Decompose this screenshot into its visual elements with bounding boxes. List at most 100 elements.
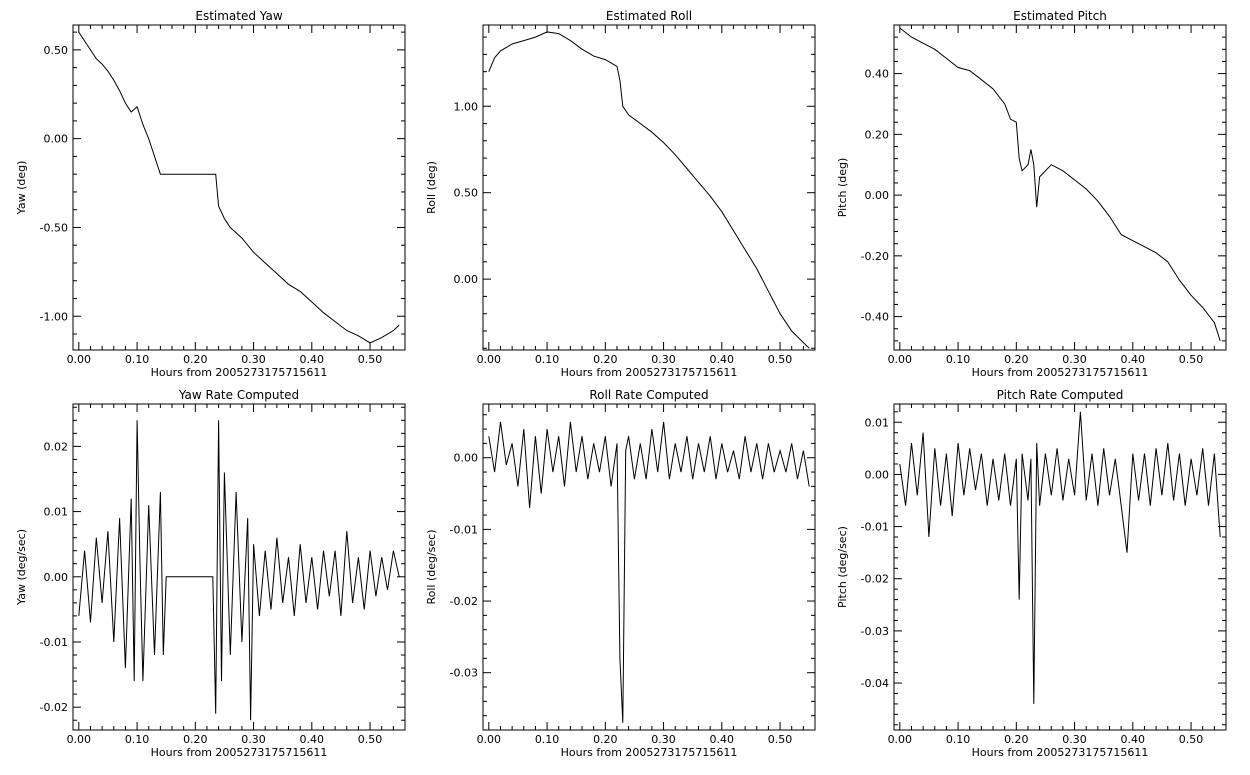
y-tick-label: 0.00	[44, 571, 69, 584]
x-tick-label: 0.30	[1062, 733, 1087, 746]
y-tick-label: 0.00	[454, 273, 479, 286]
x-tick-label: 0.10	[535, 353, 560, 366]
y-tick-label: 0.01	[44, 506, 69, 519]
series-line-3-1	[899, 27, 1221, 342]
x-tick-label: 0.10	[125, 353, 150, 366]
x-tick-label: 0.20	[183, 733, 208, 746]
x-tick-label: 0.50	[1179, 353, 1204, 366]
plot-frame	[893, 24, 1227, 351]
series-line-6-1	[899, 411, 1221, 704]
x-tick-label: 0.40	[710, 733, 735, 746]
chart-panel-1: 0.00 0.10 0.20 0.30 0.40 0.50 -1.00 -0.50 0.00 0.…	[15, 9, 406, 379]
x-tick-label: 0.20	[1004, 353, 1029, 366]
y-tick-label: -0.50	[40, 221, 68, 234]
chart-panel-5: 0.00 0.10 0.20 0.30 0.40 0.50 -0.03 -0.02 -0.01 0…	[425, 388, 816, 759]
x-tick-label: 0.40	[1121, 733, 1146, 746]
x-axis-label: Hours from 2005273175715611	[972, 366, 1149, 379]
x-tick-label: 0.30	[651, 733, 676, 746]
x-axis-label: Hours from 2005273175715611	[561, 366, 738, 379]
x-tick-label: 0.00	[477, 353, 502, 366]
y-tick-label: 0.00	[454, 452, 479, 465]
y-tick-label: 0.00	[865, 468, 890, 481]
x-tick-label: 0.30	[651, 353, 676, 366]
x-tick-label: 0.50	[358, 733, 383, 746]
y-tick-label: -0.02	[861, 573, 889, 586]
x-tick-label: 0.30	[1062, 353, 1087, 366]
chart-title: Estimated Yaw	[195, 9, 282, 23]
chart-panel-4: 0.00 0.10 0.20 0.30 0.40 0.50 -0.02 -0.01 0.00 0.…	[15, 388, 406, 759]
x-axis-label: Hours from 2005273175715611	[972, 746, 1149, 759]
series-line-5-1	[488, 421, 810, 723]
y-tick-label: 0.02	[44, 440, 69, 453]
x-tick-label: 0.10	[946, 733, 971, 746]
y-axis-label: Yaw (deg)	[15, 161, 28, 216]
plot-frame	[482, 24, 816, 351]
series-line-2-1	[488, 31, 810, 349]
chart-panel-3: 0.00 0.10 0.20 0.30 0.40 0.50 -0.40 -0.20 0.00 0.…	[836, 9, 1227, 379]
x-axis-label: Hours from 2005273175715611	[561, 746, 738, 759]
y-tick-label: 0.00	[44, 133, 69, 146]
y-tick-label: -0.02	[450, 595, 478, 608]
x-tick-label: 0.30	[241, 353, 266, 366]
x-tick-label: 0.00	[67, 353, 92, 366]
x-tick-label: 0.00	[67, 733, 92, 746]
x-tick-label: 0.10	[946, 353, 971, 366]
y-tick-label: 0.00	[865, 189, 890, 202]
y-tick-label: 0.50	[44, 44, 69, 57]
chart-title: Estimated Pitch	[1013, 9, 1107, 23]
x-tick-label: 0.10	[535, 733, 560, 746]
plot-frame	[72, 403, 406, 731]
x-tick-label: 0.10	[125, 733, 150, 746]
plot-frame	[72, 24, 406, 351]
x-tick-label: 0.50	[358, 353, 383, 366]
y-axis-label: Roll (deg)	[425, 161, 438, 214]
y-axis-label: Pitch (deg)	[836, 158, 849, 218]
x-tick-label: 0.00	[477, 733, 502, 746]
y-tick-label: 1.00	[454, 100, 479, 113]
y-tick-label: -0.01	[450, 523, 478, 536]
y-tick-label: -0.03	[861, 625, 889, 638]
y-axis-label: Roll (deg/sec)	[425, 529, 438, 604]
x-tick-label: 0.50	[1179, 733, 1204, 746]
y-tick-label: -1.00	[40, 310, 68, 323]
y-tick-label: -0.20	[861, 250, 889, 263]
y-tick-label: 0.40	[865, 68, 890, 81]
plot-frame	[893, 403, 1227, 731]
x-tick-label: 0.40	[300, 353, 325, 366]
y-axis-label: Pitch (deg/sec)	[836, 526, 849, 608]
x-tick-label: 0.20	[1004, 733, 1029, 746]
x-tick-label: 0.40	[300, 733, 325, 746]
x-tick-label: 0.20	[593, 733, 618, 746]
y-axis-label: Yaw (deg/sec)	[15, 529, 28, 606]
x-tick-label: 0.00	[888, 733, 913, 746]
series-line-1-1	[78, 31, 400, 344]
y-tick-label: -0.04	[861, 677, 889, 690]
x-tick-label: 0.20	[593, 353, 618, 366]
y-tick-label: 0.01	[865, 416, 890, 429]
chart-title: Estimated Roll	[606, 9, 692, 23]
chart-title: Pitch Rate Computed	[997, 388, 1124, 402]
y-tick-label: 0.20	[865, 128, 890, 141]
chart-panel-6: 0.00 0.10 0.20 0.30 0.40 0.50 -0.04 -0.03 -0.02 -…	[836, 388, 1227, 759]
x-tick-label: 0.40	[1121, 353, 1146, 366]
x-tick-label: 0.50	[768, 733, 793, 746]
x-tick-label: 0.30	[241, 733, 266, 746]
series-line-4-1	[78, 420, 400, 721]
y-tick-label: 0.50	[454, 187, 479, 200]
y-tick-label: -0.01	[861, 521, 889, 534]
chart-panel-2: 0.00 0.10 0.20 0.30 0.40 0.50 0.00 0.50 1.00 Esti…	[425, 9, 816, 379]
x-axis-label: Hours from 2005273175715611	[151, 366, 328, 379]
x-axis-label: Hours from 2005273175715611	[151, 746, 328, 759]
chart-title: Roll Rate Computed	[589, 388, 708, 402]
x-tick-label: 0.50	[768, 353, 793, 366]
y-tick-label: -0.40	[861, 311, 889, 324]
x-tick-label: 0.20	[183, 353, 208, 366]
x-tick-label: 0.40	[710, 353, 735, 366]
chart-title: Yaw Rate Computed	[178, 388, 299, 402]
x-tick-label: 0.00	[888, 353, 913, 366]
y-tick-label: -0.03	[450, 667, 478, 680]
plot-frame	[482, 403, 816, 731]
y-tick-label: -0.01	[40, 636, 68, 649]
y-tick-label: -0.02	[40, 701, 68, 714]
